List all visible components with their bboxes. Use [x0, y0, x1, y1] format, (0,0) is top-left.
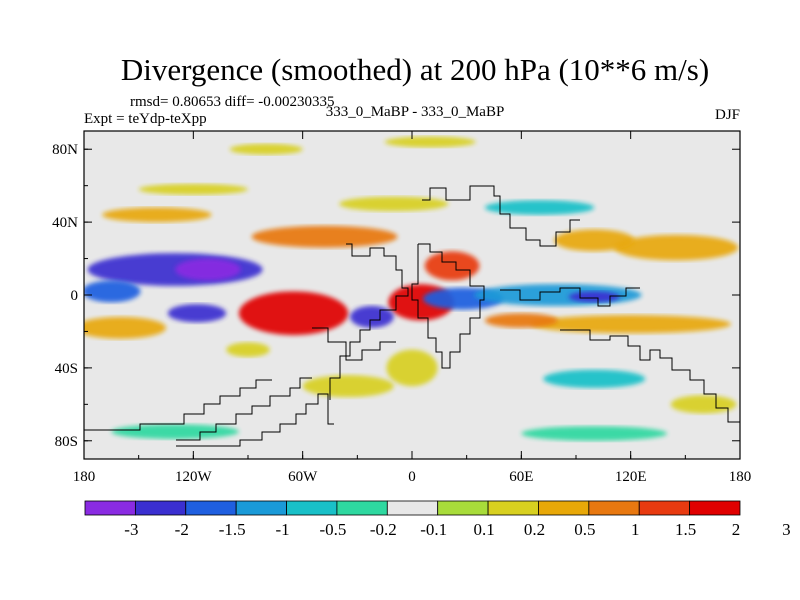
y-tick-label: 80N — [52, 142, 78, 158]
colorbar-label: 2 — [732, 520, 741, 539]
coastline-antarctic-2 — [176, 377, 312, 441]
colorbar-swatch-8 — [487, 500, 539, 516]
colorbar-label: 0.1 — [473, 520, 494, 539]
coastline-australia — [560, 329, 740, 423]
field-blob-2 — [84, 280, 141, 303]
season-label: DJF — [714, 107, 740, 123]
field-blob-29 — [226, 342, 270, 357]
colorbar-swatch-1 — [134, 500, 187, 516]
experiment-label: Expt = teYdp-teXpp — [84, 111, 207, 127]
field-blob-28 — [384, 136, 476, 148]
field-layer — [84, 136, 739, 441]
colorbar-label: 0.5 — [574, 520, 595, 539]
field-blob-14 — [530, 315, 731, 334]
x-tick-label: 180 — [73, 469, 96, 485]
colorbar-label: 1 — [631, 520, 640, 539]
coastline-antarctic-3 — [176, 393, 334, 447]
x-tick-label: 120W — [175, 469, 213, 485]
field-blob-13 — [554, 229, 635, 252]
field-blob-22 — [302, 375, 394, 398]
field-blob-25 — [111, 424, 239, 439]
field-blob-1 — [175, 258, 241, 281]
colorbar-swatch-0 — [84, 500, 136, 516]
field-blob-17 — [484, 200, 595, 215]
y-tick-label: 40S — [55, 361, 78, 377]
field-blob-24 — [670, 395, 737, 414]
colorbar-swatch-5 — [336, 500, 388, 516]
y-tick-label: 40N — [52, 215, 78, 231]
colorbar-swatch-3 — [235, 500, 287, 516]
colorbar-swatch-10 — [588, 500, 640, 516]
colorbar-label: -1.5 — [219, 520, 246, 539]
rmsd-label: rmsd= 0.80653 diff= -0.00230335 — [130, 94, 335, 110]
colorbar-swatch-12 — [689, 500, 741, 516]
field-blob-4 — [238, 291, 349, 336]
colorbar-swatch-2 — [185, 500, 237, 516]
x-tick-label: 0 — [408, 469, 416, 485]
y-tick-label: 0 — [71, 288, 79, 304]
field-blob-7 — [424, 251, 480, 281]
coastline-south-america — [329, 243, 409, 400]
coastline-north-america — [312, 327, 396, 361]
colorbar-swatch-9 — [538, 500, 590, 516]
chart-title: Divergence (smoothed) at 200 hPa (10**6 … — [120, 52, 710, 87]
field-blob-9 — [350, 305, 394, 328]
x-tick-label: 120E — [615, 469, 647, 485]
colorbar-swatch-4 — [286, 500, 338, 516]
field-blob-19 — [138, 183, 248, 195]
colorbar-label: -3 — [124, 520, 138, 539]
field-blob-16 — [84, 316, 166, 339]
field-blob-15 — [484, 313, 558, 328]
colorbar-label: -0.5 — [319, 520, 346, 539]
field-blob-3 — [167, 304, 227, 323]
colorbar-label: -0.2 — [370, 520, 397, 539]
field-blob-12 — [614, 234, 739, 261]
field-blob-26 — [521, 426, 668, 441]
field-blob-21 — [386, 349, 438, 387]
field-blob-5 — [251, 225, 398, 248]
colorbar-label: -0.1 — [420, 520, 447, 539]
field-blob-18 — [339, 196, 449, 212]
field-blob-11 — [568, 291, 620, 303]
coastline-antarctic-1 — [84, 379, 272, 431]
x-tick-label: 60E — [509, 469, 533, 485]
y-tick-label: 80S — [55, 434, 78, 450]
coastline-asia-south — [500, 287, 640, 307]
colorbar-label: -1 — [275, 520, 289, 539]
case-label: 333_0_MaBP - 333_0_MaBP — [325, 104, 505, 120]
field-blob-20 — [102, 207, 212, 223]
colorbar: -3 -2 -1.5 -1 -0.5 -0.2 -0.1 0.1 0.2 0.5 1 1.5 2 3 — [84, 500, 791, 539]
colorbar-swatch-7 — [437, 500, 489, 516]
colorbar-label: 3 — [782, 520, 791, 539]
field-blob-27 — [229, 143, 303, 155]
colorbar-swatch-6 — [386, 500, 439, 516]
colorbar-swatch-11 — [638, 500, 691, 516]
x-tick-label: 180 — [729, 469, 752, 485]
coastline-layer — [84, 185, 740, 447]
coastline-eurasia — [422, 185, 580, 247]
x-tick-label: 60W — [288, 469, 318, 485]
colorbar-label: 0.2 — [524, 520, 545, 539]
coastline-africa — [411, 243, 485, 369]
colorbar-label: 1.5 — [675, 520, 696, 539]
field-blob-23 — [543, 369, 646, 388]
axis-ticks: 180 120W 60W 0 60E 120E 180 80N 40N 0 40S 80S — [52, 131, 751, 485]
colorbar-label: -2 — [175, 520, 189, 539]
